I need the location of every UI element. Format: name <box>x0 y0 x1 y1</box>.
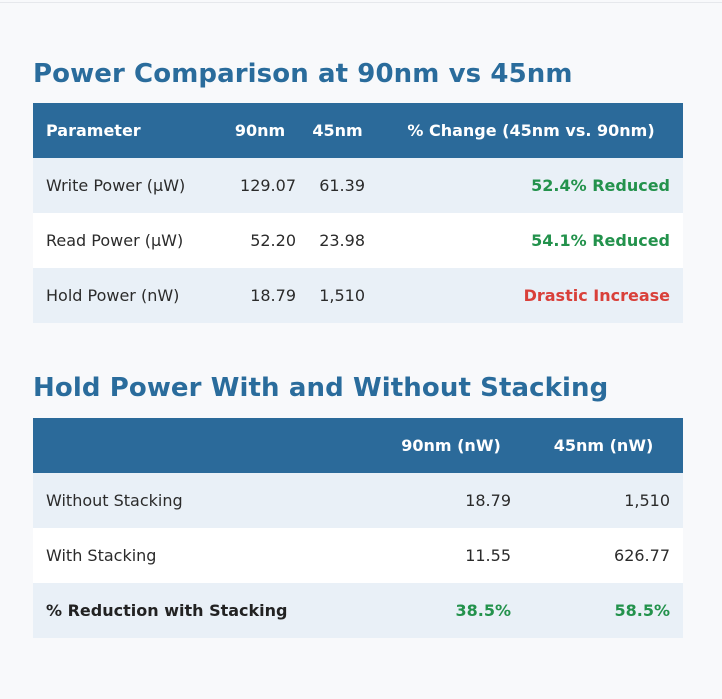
row-change: Drastic Increase <box>379 268 683 323</box>
header-change: % Change (45nm vs. 90nm) <box>379 103 683 158</box>
table-row: Read Power (µW) 52.20 23.98 54.1% Reduce… <box>33 213 683 268</box>
power-comparison-title: Power Comparison at 90nm vs 45nm <box>33 59 573 89</box>
row-45nm-value: 626.77 <box>524 528 683 583</box>
table-row: Hold Power (nW) 18.79 1,510 Drastic Incr… <box>33 268 683 323</box>
header-45nm-nw: 45nm (nW) <box>524 418 683 473</box>
row-parameter: Read Power (µW) <box>33 213 224 268</box>
table-row: Without Stacking 18.79 1,510 <box>33 473 683 528</box>
header-90nm-nw: 90nm (nW) <box>378 418 524 473</box>
row-label: % Reduction with Stacking <box>33 583 378 638</box>
row-45nm-value: 23.98 <box>296 213 379 268</box>
header-empty <box>33 418 378 473</box>
row-90nm-value: 18.79 <box>224 268 296 323</box>
row-90nm-value: 11.55 <box>378 528 524 583</box>
table-header-row: Parameter 90nm 45nm % Change (45nm vs. 9… <box>33 103 683 158</box>
row-90nm-value: 38.5% <box>378 583 524 638</box>
header-parameter: Parameter <box>33 103 224 158</box>
table-header-row: 90nm (nW) 45nm (nW) <box>33 418 683 473</box>
table-row: Write Power (µW) 129.07 61.39 52.4% Redu… <box>33 158 683 213</box>
header-45nm: 45nm <box>296 103 379 158</box>
table-row: % Reduction with Stacking 38.5% 58.5% <box>33 583 683 638</box>
power-comparison-table: Parameter 90nm 45nm % Change (45nm vs. 9… <box>33 103 683 323</box>
table-row: With Stacking 11.55 626.77 <box>33 528 683 583</box>
row-45nm-value: 1,510 <box>524 473 683 528</box>
row-90nm-value: 52.20 <box>224 213 296 268</box>
row-45nm-value: 61.39 <box>296 158 379 213</box>
header-90nm: 90nm <box>224 103 296 158</box>
row-parameter: Write Power (µW) <box>33 158 224 213</box>
row-label: Without Stacking <box>33 473 378 528</box>
row-label: With Stacking <box>33 528 378 583</box>
row-change: 52.4% Reduced <box>379 158 683 213</box>
row-45nm-value: 1,510 <box>296 268 379 323</box>
stacking-title: Hold Power With and Without Stacking <box>33 373 609 403</box>
row-change: 54.1% Reduced <box>379 213 683 268</box>
row-90nm-value: 129.07 <box>224 158 296 213</box>
row-45nm-value: 58.5% <box>524 583 683 638</box>
top-divider <box>0 2 722 3</box>
stacking-table: 90nm (nW) 45nm (nW) Without Stacking 18.… <box>33 418 683 638</box>
row-parameter: Hold Power (nW) <box>33 268 224 323</box>
row-90nm-value: 18.79 <box>378 473 524 528</box>
